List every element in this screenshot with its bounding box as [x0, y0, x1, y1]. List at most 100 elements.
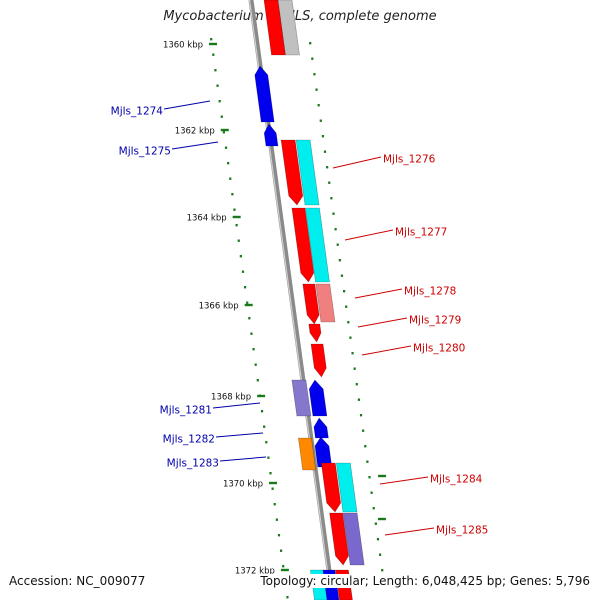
- inner-guide-dot: [239, 255, 242, 258]
- tick-label: 1360 kbp: [163, 41, 203, 51]
- gene-feature: [302, 283, 320, 325]
- gene-label-mjls-1282: Mjls_1282: [163, 434, 215, 446]
- inner-guide-dot: [273, 503, 276, 506]
- outer-guide-dot: [319, 119, 322, 122]
- label-leader-line: [379, 476, 429, 485]
- outer-guide-dot: [315, 88, 318, 91]
- outer-guide-dot: [326, 166, 329, 169]
- tick-label: 1362 kbp: [175, 127, 215, 137]
- inner-guide-dot: [224, 146, 228, 149]
- gene-feature: [295, 139, 320, 206]
- outer-guide-dot: [328, 181, 331, 184]
- gene-feature: [291, 207, 315, 283]
- inner-guide-dot: [237, 239, 240, 242]
- outer-guide-dot: [349, 336, 352, 339]
- label-leader-line: [344, 229, 394, 241]
- inner-guide-dot: [241, 270, 245, 273]
- outer-guide-dot: [378, 553, 382, 556]
- gene-label-mjls-1276: Mjls_1276: [383, 154, 436, 166]
- inner-guide-dot: [286, 596, 289, 599]
- inner-guide-dot: [252, 348, 255, 351]
- inner-guide-dot: [282, 565, 285, 568]
- outer-guide-dot: [332, 212, 335, 215]
- gene-feature: [315, 283, 336, 323]
- accession-text: Accession: NC_009077: [9, 574, 146, 588]
- gene-feature: [308, 323, 322, 343]
- outer-guide-dot: [345, 305, 348, 308]
- inner-guide-dot: [256, 379, 259, 382]
- gene-label-mjls-1275: Mjls_1275: [119, 146, 171, 158]
- topology-text: Topology: circular; Length: 6,048,425 bp…: [260, 574, 590, 588]
- outer-guide-dot: [359, 414, 363, 417]
- gene-feature: [305, 207, 330, 283]
- dotted-guides: [210, 38, 386, 599]
- outer-guide-dot: [340, 274, 344, 277]
- gene-label-mjls-1284: Mjls_1284: [430, 474, 483, 486]
- outer-guide-dot: [330, 197, 333, 200]
- gene-feature: [335, 462, 358, 513]
- label-leader-line: [354, 288, 403, 299]
- inner-guide-dot: [214, 69, 217, 72]
- outer-guide-dot: [372, 507, 375, 510]
- label-leader-line: [171, 141, 219, 150]
- outer-guide-dot: [357, 398, 361, 401]
- tick-label: 1370 kbp: [223, 480, 263, 490]
- inner-guide-dot: [277, 534, 281, 537]
- scale-ticks: 1360 kbp 1362 kbp 1364 kbp 1366 kbp 1368 kbp…: [163, 41, 387, 577]
- gene-feature: [329, 512, 349, 566]
- inner-guide-dot: [250, 332, 253, 335]
- outer-guide-dot: [364, 445, 367, 448]
- gene-feature: [291, 379, 312, 417]
- outer-guide-dot: [338, 259, 341, 262]
- label-leader-line: [332, 156, 382, 169]
- outer-guide-dot: [370, 491, 373, 494]
- inner-guide-dot: [227, 162, 230, 165]
- outer-guide-dot: [374, 522, 377, 525]
- inner-guide-dot: [271, 487, 274, 490]
- gene-label-mjls-1278: Mjls_1278: [404, 286, 456, 298]
- inner-guide-dot: [248, 317, 251, 320]
- gene-feature: [308, 379, 328, 417]
- label-leader-line: [361, 345, 412, 356]
- inner-guide-dot: [275, 518, 278, 521]
- outer-guide-dot: [323, 150, 327, 153]
- label-leader-line: [219, 456, 267, 462]
- inner-guide-dot: [279, 549, 283, 552]
- gene-label-mjls-1283: Mjls_1283: [167, 458, 219, 470]
- inner-guide-dot: [263, 425, 266, 428]
- outer-guide-dot: [334, 228, 337, 231]
- label-leader-line: [384, 527, 435, 536]
- inner-guide-dot: [216, 84, 219, 87]
- tick-label: 1368 kbp: [211, 393, 251, 403]
- gene-feature: [277, 0, 300, 56]
- gene-feature: [298, 437, 317, 471]
- inner-guide-dot: [222, 131, 226, 134]
- gene-label-mjls-1285: Mjls_1285: [436, 525, 488, 537]
- outer-guide-dot: [313, 73, 316, 76]
- inner-guide-dot: [229, 177, 232, 180]
- inner-guide-dot: [243, 286, 247, 289]
- outer-guide-dot: [376, 538, 380, 541]
- gene-label-mjls-1274: Mjls_1274: [111, 106, 164, 118]
- label-leader-line: [212, 402, 261, 409]
- gene-labels: Mjls_1274 Mjls_1275 Mjls_1281 Mjls_1282 Mjls…: [111, 100, 488, 537]
- outer-guide-dot: [355, 383, 358, 386]
- inner-guide-dot: [254, 363, 257, 366]
- map-title: Mycobacterium sp. JLS, complete genome: [163, 9, 437, 24]
- gene-feature: [280, 139, 304, 206]
- gene-feature: [320, 462, 342, 513]
- inner-guide-dot: [210, 38, 213, 41]
- tick-label: 1372 kbp: [235, 567, 275, 577]
- gene-feature: [313, 417, 329, 439]
- gene-features: [254, 0, 365, 600]
- tick-label: 1366 kbp: [199, 302, 239, 312]
- inner-guide-dot: [246, 301, 249, 304]
- outer-guide-dot: [368, 476, 371, 479]
- label-leader-line: [215, 432, 264, 438]
- outer-guide-dot: [317, 104, 320, 107]
- outer-guide-dot: [366, 460, 369, 463]
- tick-label: 1364 kbp: [187, 214, 227, 224]
- label-leader-line: [357, 317, 408, 328]
- gene-label-mjls-1280: Mjls_1280: [413, 343, 465, 355]
